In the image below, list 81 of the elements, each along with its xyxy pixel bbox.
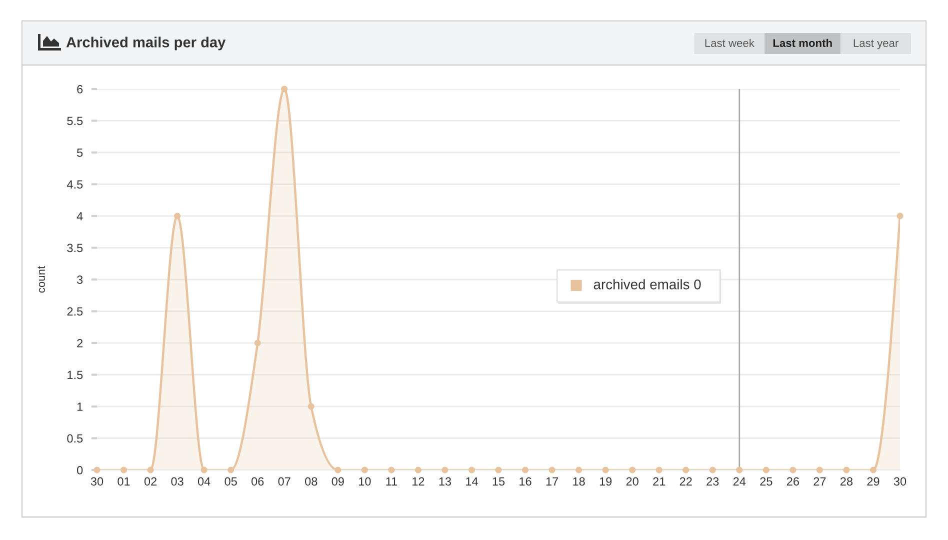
point — [548, 466, 556, 474]
point — [281, 86, 288, 92]
y-tick-label: 4 — [76, 212, 83, 220]
annotation: archived emails 0 — [594, 279, 701, 290]
point — [790, 466, 796, 474]
point — [736, 466, 743, 474]
text: Last year — [854, 39, 898, 50]
point — [843, 466, 850, 474]
x-tick-label: 30 — [90, 477, 104, 486]
point — [174, 212, 181, 220]
point — [816, 466, 823, 474]
y-tick-label: 5 — [77, 148, 83, 157]
x-tick-label: 16 — [520, 477, 532, 486]
x-tick-label: 18 — [573, 477, 585, 486]
point — [468, 466, 475, 474]
x-tick-label: 21 — [653, 477, 666, 486]
x-tick-label: 26 — [786, 477, 799, 486]
y-tick-label: 0 — [77, 466, 83, 474]
y-tick-label: 5.5 — [67, 116, 83, 126]
point — [254, 340, 261, 346]
point — [602, 466, 609, 474]
point — [228, 466, 234, 474]
y-tick-label: 1 — [77, 402, 83, 411]
point — [334, 466, 342, 474]
point — [682, 466, 690, 474]
point — [629, 466, 636, 474]
x-tick-label: 13 — [439, 477, 452, 486]
x-tick-label: 07 — [278, 477, 290, 486]
x-tick-label: 19 — [600, 477, 612, 486]
x-tick-label: 02 — [144, 477, 157, 486]
point — [361, 466, 368, 474]
x-tick-label: 25 — [760, 477, 772, 486]
x-tick-label: 08 — [305, 477, 318, 486]
x-tick-label: 30 — [894, 477, 906, 486]
point — [896, 212, 904, 220]
x-tick-label: 14 — [466, 477, 478, 486]
x-tick-label: 17 — [546, 477, 558, 486]
point — [147, 466, 154, 474]
point — [870, 466, 876, 474]
x-tick-label: 22 — [680, 477, 692, 486]
y-tick-label: 1.5 — [68, 370, 83, 380]
x-tick-label: 04 — [198, 477, 210, 486]
point — [709, 466, 716, 474]
point — [656, 466, 662, 474]
y-tick-label: 3 — [76, 276, 83, 284]
point — [388, 466, 395, 474]
x-tick-label: 03 — [171, 477, 184, 486]
x-tick-label: 06 — [251, 477, 264, 486]
y-tick-label: 6 — [77, 85, 83, 94]
text: Last week — [705, 38, 754, 47]
point — [495, 466, 502, 474]
y-tick-label: 0.5 — [67, 434, 83, 443]
x-tick-label: 20 — [626, 477, 638, 486]
x-tick-label: 24 — [733, 477, 746, 486]
x-tick-label: 09 — [332, 477, 344, 486]
point — [120, 466, 128, 474]
x-tick-label: 15 — [492, 477, 505, 486]
point — [522, 466, 529, 474]
x-tick-label: 01 — [118, 477, 130, 486]
x-tick-label: 05 — [224, 477, 237, 486]
y-tick-label: 2 — [77, 339, 83, 348]
y-tick-label: 2.5 — [67, 307, 83, 316]
x-tick-label: 23 — [706, 477, 719, 486]
point — [762, 466, 770, 474]
y-tick-label: 3.5 — [67, 244, 83, 252]
x-tick-label: 12 — [412, 477, 424, 486]
point — [576, 466, 582, 474]
x-tick-label: 28 — [840, 477, 853, 486]
y-tick-label: 4.5 — [66, 180, 83, 189]
x-tick-label: 11 — [386, 477, 397, 486]
x-tick-label: 27 — [814, 477, 826, 486]
y-axis-title: count — [38, 266, 46, 293]
chart-title: Archived mails per day — [66, 36, 226, 50]
x-tick-label: 29 — [867, 477, 880, 486]
point — [442, 466, 448, 474]
point — [94, 466, 100, 474]
point — [414, 466, 422, 474]
x-tick-label: 10 — [359, 477, 371, 486]
text: Last month — [773, 38, 832, 47]
point — [308, 403, 314, 410]
point — [200, 466, 208, 474]
